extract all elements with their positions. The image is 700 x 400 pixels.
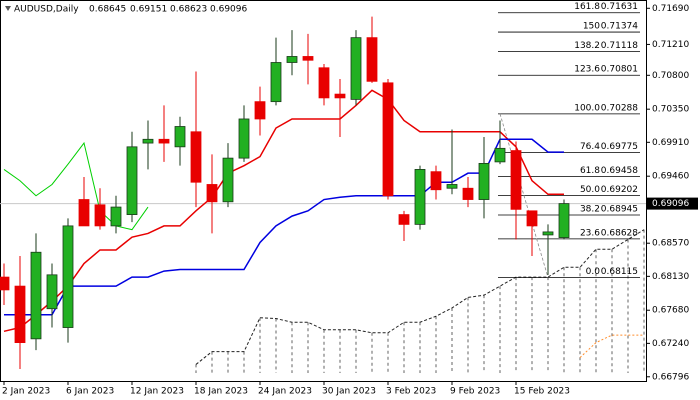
candle-body [558,203,570,238]
fib-price: 0.68628 [601,228,638,238]
fib-price: 0.69775 [601,142,638,152]
y-tick-label: 0.69910 [652,138,689,148]
fib-ratio: 23.6 [580,228,600,238]
x-tick-label: 3 Feb 2023 [386,387,436,397]
indicator-line [3,141,149,231]
candle-body [46,274,58,310]
y-tick-label: 0.71690 [652,4,689,14]
x-tick-label: 15 Feb 2023 [514,387,570,397]
candle-body [526,210,538,227]
y-tick-label: 0.71210 [652,40,689,50]
fib-ratio: 138.2 [574,41,600,51]
candle-body [174,126,186,148]
x-tick-label: 18 Jan 2023 [194,387,248,397]
y-tick-label: 0.67680 [652,306,689,316]
candle-body [286,56,298,63]
candle-body [366,37,378,82]
candle-body [302,56,314,61]
candle-body [78,199,90,227]
x-tick-label: 12 Jan 2023 [130,387,184,397]
fib-price: 0.68115 [601,267,638,277]
candle-body [334,93,346,99]
candle-body [254,101,266,120]
candle-body [0,276,10,291]
candle-body [158,138,170,144]
header-low: 0.68623 [170,5,207,15]
candle-body [206,184,218,203]
header-close: 0.69096 [210,5,247,15]
fib-ratio: 100.0 [574,103,600,113]
y-tick-label: 0.68130 [652,272,689,282]
fib-price: 0.69202 [601,185,638,195]
candle-body [382,82,394,197]
header-high: 0.69151 [130,5,167,15]
y-tick-label: 0.69460 [652,172,689,182]
fib-trend [499,113,549,278]
candle-body [446,184,458,189]
indicator-line [3,89,564,333]
cloud-span-b [579,334,644,359]
indicator-line [4,138,564,316]
candle-body [14,285,26,343]
candle-body [462,187,474,200]
y-tick-label: 0.70350 [652,105,689,115]
fib-ratio: 61.8 [580,166,600,176]
cloud-span-a [195,229,645,365]
candle-body [398,214,410,225]
candle-body [222,157,234,203]
candle-body [190,131,202,183]
candle-body [494,147,506,163]
candle-body [510,150,522,210]
header-open: 0.68645 [89,5,126,15]
x-tick-label: 30 Jan 2023 [322,387,376,397]
x-tick-label: 6 Jan 2023 [66,387,114,397]
fib-ratio: 123.6 [574,65,600,75]
x-tick-label: 2 Jan 2023 [2,387,50,397]
candle-body [318,67,330,99]
candle-body [430,171,442,191]
candle-body [542,231,554,236]
candle-body [414,169,426,225]
candle-body [94,204,106,227]
fib-price: 0.71118 [601,41,638,51]
candle-body [142,138,154,144]
fib-ratio: 161.8 [574,2,600,12]
chart-title: AUDUSD,Daily [14,5,79,15]
x-tick-label: 24 Jan 2023 [258,387,312,397]
candle-body [30,251,42,340]
y-tick-label: 0.66796 [652,372,689,382]
fib-price: 0.70288 [601,103,638,113]
price-box [646,197,698,210]
fib-ratio: 38.2 [580,204,600,214]
candle-body [238,118,250,159]
candle-body [126,146,138,215]
fib-price: 0.69458 [601,166,638,176]
price-box-label: 0.69096 [652,199,689,209]
y-tick-label: 0.70800 [652,71,689,81]
fib-ratio: 76.4 [580,142,600,152]
fib-price: 0.71374 [601,22,638,32]
candle-body [350,37,362,100]
y-tick-label: 0.68570 [652,239,689,249]
candle-body [62,225,74,328]
candle-body [478,162,490,200]
y-tick-label: 0.67240 [652,339,689,349]
fib-price: 0.70801 [601,65,638,75]
candle-body [270,62,282,103]
fib-price: 0.71631 [601,2,638,12]
fib-ratio: 150 [583,22,600,32]
fib-ratio: 0.0 [586,267,601,277]
x-tick-label: 9 Feb 2023 [450,387,500,397]
header-icon [5,6,11,11]
fib-price: 0.68945 [601,204,638,214]
fib-ratio: 50.0 [580,185,600,195]
candle-body [110,206,122,227]
